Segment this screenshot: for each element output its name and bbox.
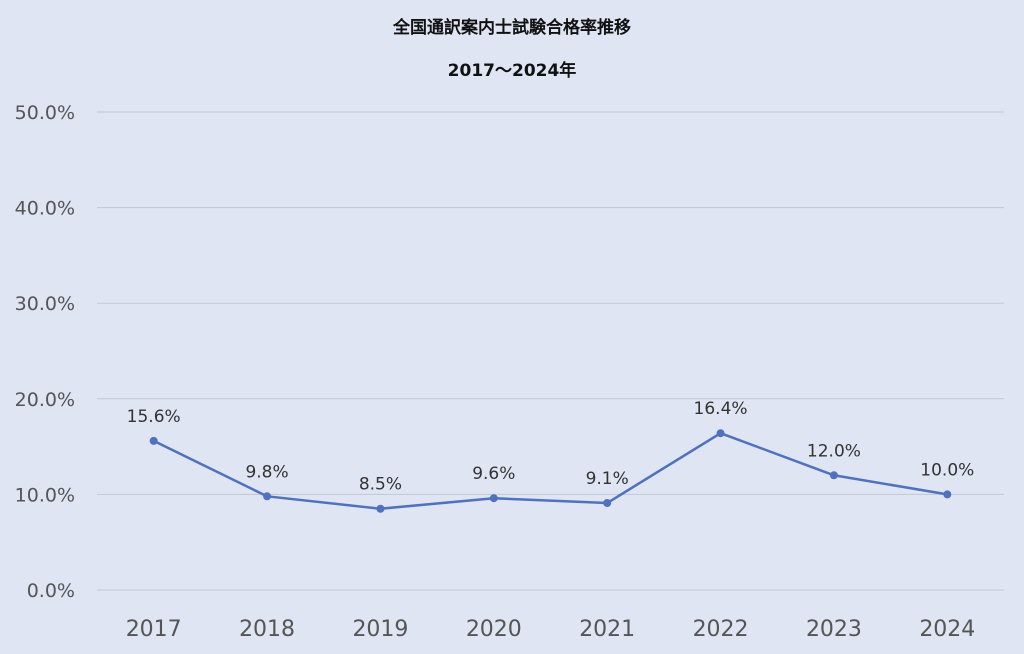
x-tick-label: 2024: [919, 617, 975, 642]
data-point: [149, 436, 158, 445]
x-axis-tick-labels: 2017 2018 2019 2020 2021 2022 2023 2024: [126, 617, 976, 642]
data-label: 9.8%: [245, 462, 288, 482]
data-point: [489, 494, 498, 503]
data-point: [943, 490, 952, 499]
data-labels: 15.6% 9.8% 8.5% 9.6% 9.1% 16.4% 12.0% 10.0%: [127, 399, 975, 495]
data-point: [376, 504, 385, 513]
y-tick-label: 0.0%: [27, 580, 75, 602]
x-tick-label: 2019: [352, 617, 408, 642]
data-label: 8.5%: [359, 475, 402, 495]
data-label: 15.6%: [127, 407, 181, 427]
y-tick-label: 30.0%: [15, 293, 75, 315]
data-points: [149, 429, 952, 513]
series-line-layer: [152, 431, 949, 510]
gridlines: [97, 111, 1004, 591]
y-axis-tick-labels: 0.0% 10.0% 20.0% 30.0% 40.0% 50.0%: [15, 102, 75, 602]
x-tick-label: 2017: [126, 617, 182, 642]
x-tick-label: 2020: [466, 617, 522, 642]
chart-title: 全国通訳案内士試験合格率推移: [392, 17, 631, 38]
chart-subtitle: 2017〜2024年: [448, 60, 577, 81]
data-point: [829, 471, 838, 480]
y-tick-label: 10.0%: [15, 484, 75, 506]
x-tick-label: 2018: [239, 617, 295, 642]
series-line: [152, 431, 949, 510]
y-tick-label: 20.0%: [15, 389, 75, 411]
x-tick-label: 2022: [693, 617, 749, 642]
data-label: 16.4%: [694, 399, 748, 419]
data-point: [603, 499, 612, 508]
data-point: [263, 492, 272, 501]
x-tick-label: 2023: [806, 617, 862, 642]
data-label: 9.1%: [586, 469, 629, 489]
data-label: 9.6%: [472, 464, 515, 484]
data-point: [716, 429, 725, 438]
data-label: 10.0%: [920, 460, 974, 480]
x-tick-label: 2021: [579, 617, 635, 642]
y-tick-label: 50.0%: [15, 102, 75, 124]
y-tick-label: 40.0%: [15, 198, 75, 220]
data-label: 12.0%: [807, 441, 861, 461]
